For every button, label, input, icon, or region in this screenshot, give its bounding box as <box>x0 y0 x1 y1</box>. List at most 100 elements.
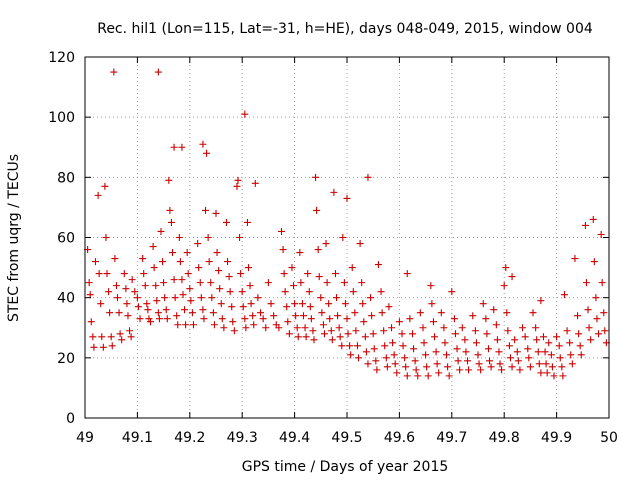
data-point <box>444 363 452 371</box>
data-point <box>331 270 339 278</box>
data-point <box>280 270 288 278</box>
data-point <box>567 351 575 359</box>
chart-title: Rec. hil1 (Lon=115, Lat=-31, h=HE), days… <box>97 21 593 37</box>
data-point <box>182 321 190 329</box>
data-point <box>513 348 521 356</box>
data-point <box>296 249 304 257</box>
data-point <box>220 324 228 332</box>
x-tick-label: 50 <box>600 430 618 446</box>
data-point <box>381 342 389 350</box>
data-point <box>424 372 432 380</box>
data-point <box>297 279 305 287</box>
data-point <box>101 182 109 190</box>
data-point <box>330 188 338 196</box>
data-point <box>568 360 576 368</box>
data-point <box>343 315 351 323</box>
data-point <box>347 351 355 359</box>
data-point <box>328 336 336 344</box>
data-point <box>91 258 99 266</box>
data-point <box>195 264 203 272</box>
data-point <box>149 243 157 251</box>
data-point <box>490 306 498 314</box>
data-point <box>566 339 574 347</box>
data-point <box>300 312 308 320</box>
data-point <box>175 234 183 241</box>
data-point <box>516 366 524 374</box>
data-point <box>427 282 435 290</box>
data-point <box>150 264 158 272</box>
data-point <box>98 333 106 341</box>
data-point <box>585 324 593 332</box>
x-tick-label: 49.8 <box>489 430 520 446</box>
data-point <box>584 306 592 314</box>
data-point <box>590 258 598 266</box>
data-point <box>346 342 354 350</box>
data-point <box>166 206 174 214</box>
data-point <box>181 306 189 314</box>
data-point <box>179 291 187 299</box>
data-point <box>189 321 197 329</box>
data-point <box>207 279 215 287</box>
data-point <box>361 333 369 341</box>
data-point <box>333 294 341 302</box>
data-point <box>581 221 589 229</box>
data-point <box>433 360 441 368</box>
data-point <box>325 300 333 308</box>
data-point <box>475 360 483 368</box>
data-point <box>298 300 306 308</box>
data-point <box>360 318 368 326</box>
data-point <box>204 234 212 241</box>
data-point <box>368 312 376 320</box>
data-point <box>450 315 458 323</box>
x-tick-label: 49.6 <box>384 430 415 446</box>
data-point <box>212 209 220 217</box>
data-point <box>257 309 265 317</box>
data-point <box>242 324 250 332</box>
data-point <box>312 173 320 181</box>
data-point <box>348 264 356 272</box>
data-point <box>102 234 110 241</box>
data-point <box>540 333 547 341</box>
data-point <box>535 360 543 368</box>
data-point <box>267 300 275 308</box>
data-point <box>441 339 449 347</box>
data-point <box>126 327 134 335</box>
data-point <box>197 294 205 302</box>
data-point <box>545 339 553 347</box>
data-point <box>525 354 533 362</box>
data-point <box>380 327 388 335</box>
data-point <box>339 234 347 241</box>
data-point <box>383 363 391 371</box>
data-point <box>171 294 179 302</box>
data-point <box>315 273 323 281</box>
data-point <box>356 240 364 248</box>
data-point <box>144 306 152 314</box>
x-tick-label: 49.3 <box>227 430 258 446</box>
data-point <box>461 336 469 344</box>
data-point <box>217 300 225 308</box>
data-point <box>236 234 244 241</box>
data-point <box>508 363 516 371</box>
data-point <box>479 300 487 308</box>
data-point <box>118 336 126 344</box>
data-point <box>341 300 349 308</box>
data-point <box>304 270 312 278</box>
data-point <box>165 176 173 184</box>
data-point <box>437 309 445 317</box>
data-point <box>334 312 342 320</box>
data-point <box>163 315 171 323</box>
data-point <box>89 333 97 341</box>
data-point <box>134 303 142 311</box>
data-point <box>157 227 165 235</box>
data-point <box>471 327 479 335</box>
data-point <box>123 300 131 308</box>
data-point <box>385 303 393 311</box>
data-point <box>208 294 216 302</box>
data-point <box>587 336 595 344</box>
data-point <box>169 249 177 257</box>
data-point <box>534 348 542 356</box>
data-point <box>305 288 313 296</box>
data-point <box>275 324 283 332</box>
data-point <box>458 324 466 332</box>
